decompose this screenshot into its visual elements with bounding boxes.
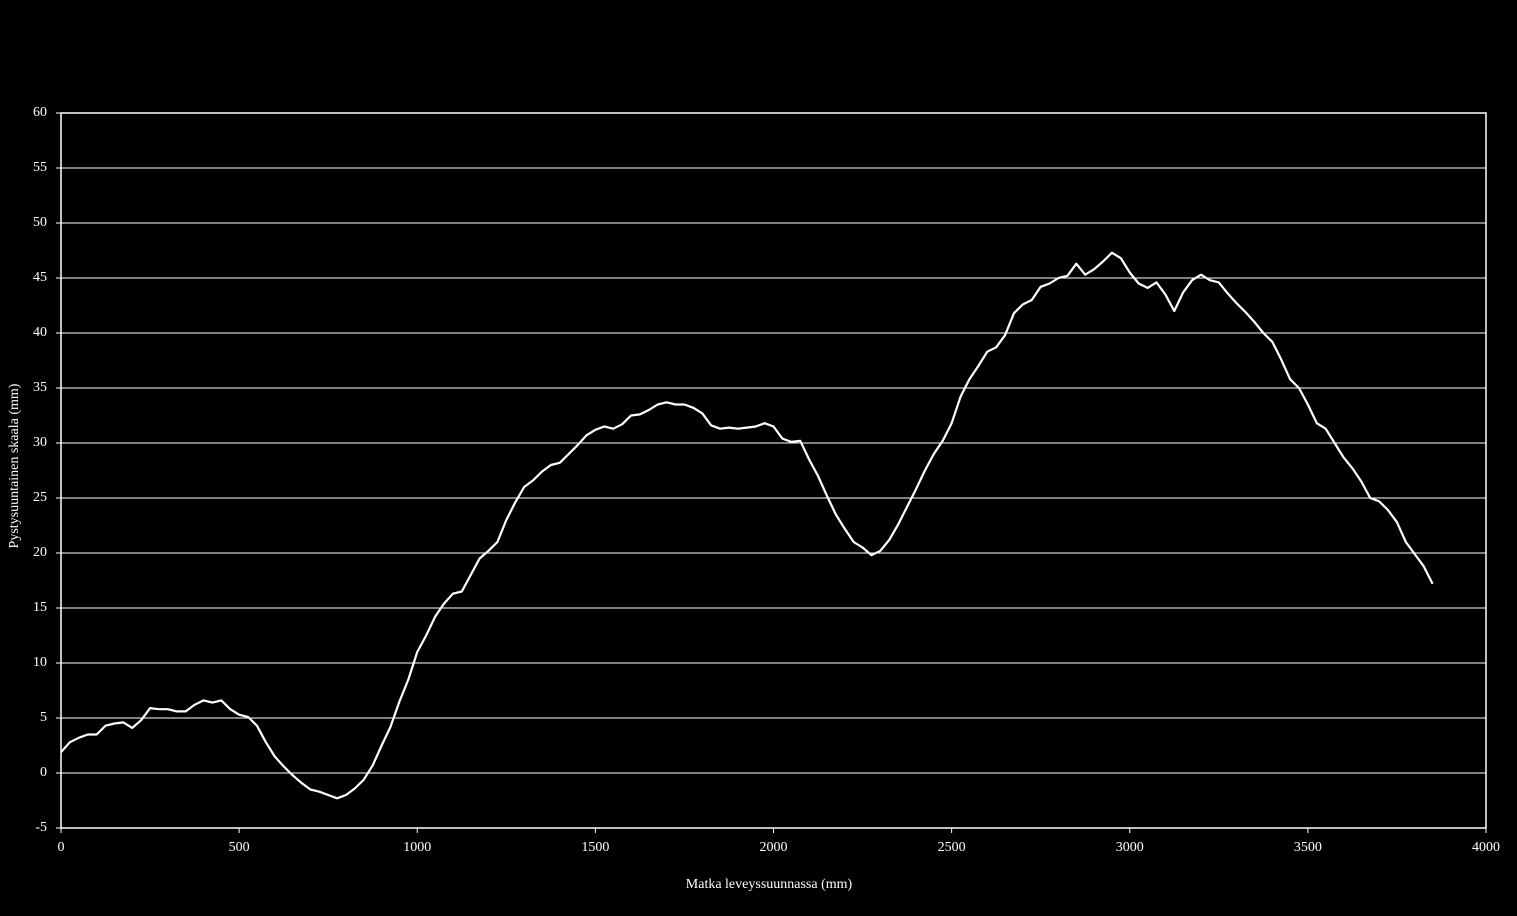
y-tick-label: 5 bbox=[40, 710, 47, 725]
data-line bbox=[60, 251, 1434, 800]
x-tick-label: 3500 bbox=[1294, 840, 1322, 855]
plot-frame bbox=[60, 112, 1487, 829]
x-tick-label: 2000 bbox=[760, 840, 788, 855]
x-tick-label: 0 bbox=[58, 840, 65, 855]
x-tick-label: 4000 bbox=[1472, 840, 1500, 855]
x-tick-label: 1500 bbox=[581, 840, 609, 855]
y-tick-label: 20 bbox=[33, 545, 47, 560]
y-axis-label: Pystysuuntainen skaala (mm) bbox=[7, 383, 22, 548]
x-axis-label: Matka leveyssuunnassa (mm) bbox=[686, 877, 853, 892]
y-tick-label: 10 bbox=[33, 655, 47, 670]
y-tick-label: 0 bbox=[40, 765, 47, 780]
x-tick-label: 1000 bbox=[403, 840, 431, 855]
y-tick-label: 25 bbox=[33, 490, 47, 505]
y-tick-label: 50 bbox=[33, 215, 47, 230]
y-tick-label: 30 bbox=[33, 435, 47, 450]
x-tick-label: 500 bbox=[229, 840, 250, 855]
y-tick-label: 55 bbox=[33, 160, 47, 175]
y-tick-label: 45 bbox=[33, 270, 47, 285]
y-tick-label: 40 bbox=[33, 325, 47, 340]
y-tick-label: 35 bbox=[33, 380, 47, 395]
y-tick-label: -5 bbox=[35, 820, 47, 835]
y-tick-label: 60 bbox=[33, 105, 47, 120]
y-tick-label: 15 bbox=[33, 600, 47, 615]
x-tick-label: 3000 bbox=[1116, 840, 1144, 855]
x-tick-label: 2500 bbox=[938, 840, 966, 855]
